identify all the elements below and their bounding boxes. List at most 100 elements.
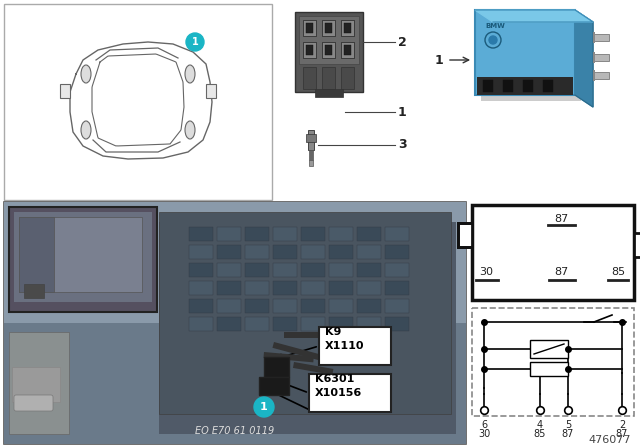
Bar bbox=[385, 263, 409, 277]
Text: X1110: X1110 bbox=[325, 341, 365, 351]
Text: 4: 4 bbox=[537, 420, 543, 430]
Bar bbox=[357, 227, 381, 241]
Bar bbox=[24, 284, 44, 298]
Bar bbox=[322, 42, 335, 58]
Bar bbox=[322, 20, 335, 36]
Bar bbox=[19, 217, 142, 292]
Bar bbox=[159, 212, 451, 414]
Bar bbox=[301, 227, 325, 241]
Text: 2: 2 bbox=[398, 35, 407, 48]
Bar bbox=[483, 80, 493, 92]
Bar bbox=[385, 317, 409, 331]
Text: 1: 1 bbox=[191, 37, 198, 47]
Bar bbox=[4, 202, 466, 444]
Bar bbox=[357, 299, 381, 313]
Bar bbox=[329, 317, 353, 331]
Bar bbox=[4, 323, 466, 444]
Bar bbox=[325, 23, 332, 33]
Bar bbox=[301, 299, 325, 313]
Text: 6: 6 bbox=[481, 420, 487, 430]
Bar bbox=[593, 52, 595, 63]
Bar bbox=[472, 205, 634, 300]
Bar bbox=[303, 20, 316, 36]
Bar bbox=[245, 227, 269, 241]
Bar bbox=[309, 160, 313, 166]
Bar bbox=[217, 281, 241, 295]
Bar bbox=[475, 10, 575, 95]
Bar bbox=[306, 23, 313, 33]
Text: 87: 87 bbox=[616, 429, 628, 439]
Text: 87: 87 bbox=[554, 214, 568, 224]
Circle shape bbox=[489, 36, 497, 44]
Bar bbox=[329, 299, 353, 313]
Text: 476077: 476077 bbox=[589, 435, 631, 445]
Bar bbox=[189, 245, 213, 259]
Bar bbox=[385, 245, 409, 259]
Circle shape bbox=[186, 33, 204, 51]
Bar bbox=[315, 89, 343, 97]
Ellipse shape bbox=[185, 121, 195, 139]
Text: 85: 85 bbox=[534, 429, 546, 439]
Bar bbox=[189, 299, 213, 313]
Bar bbox=[273, 227, 297, 241]
Bar bbox=[344, 23, 351, 33]
Bar bbox=[303, 42, 316, 58]
Bar bbox=[14, 212, 152, 302]
Text: 30: 30 bbox=[478, 429, 490, 439]
Bar bbox=[357, 317, 381, 331]
Bar bbox=[319, 327, 391, 365]
Bar bbox=[329, 281, 353, 295]
Text: 30: 30 bbox=[479, 267, 493, 277]
Bar bbox=[9, 207, 157, 312]
Bar bbox=[309, 374, 391, 412]
Bar bbox=[593, 34, 609, 41]
Bar bbox=[329, 263, 353, 277]
Polygon shape bbox=[575, 10, 593, 107]
Text: 87: 87 bbox=[554, 267, 568, 277]
Bar bbox=[530, 340, 568, 358]
Text: K9: K9 bbox=[325, 327, 341, 337]
Bar bbox=[189, 281, 213, 295]
Bar bbox=[217, 227, 241, 241]
Bar bbox=[634, 233, 640, 257]
Bar bbox=[309, 150, 313, 160]
Bar bbox=[341, 67, 354, 89]
Bar bbox=[217, 317, 241, 331]
Bar bbox=[60, 84, 70, 98]
Bar bbox=[217, 299, 241, 313]
Text: BMW: BMW bbox=[485, 23, 505, 29]
Bar bbox=[206, 84, 216, 98]
Bar bbox=[273, 342, 327, 362]
Bar bbox=[357, 281, 381, 295]
Bar bbox=[344, 45, 351, 55]
Text: 87: 87 bbox=[562, 429, 574, 439]
Bar bbox=[477, 77, 573, 95]
Bar bbox=[481, 16, 581, 101]
Bar bbox=[329, 227, 353, 241]
Bar bbox=[306, 45, 313, 55]
Text: X10156: X10156 bbox=[315, 388, 362, 398]
Bar bbox=[503, 80, 513, 92]
Bar bbox=[245, 263, 269, 277]
Bar bbox=[301, 245, 325, 259]
Bar bbox=[189, 227, 213, 241]
Bar bbox=[458, 223, 472, 247]
FancyBboxPatch shape bbox=[14, 395, 53, 411]
Bar bbox=[357, 245, 381, 259]
Bar bbox=[530, 362, 568, 376]
Circle shape bbox=[254, 397, 274, 417]
Text: 1: 1 bbox=[398, 105, 407, 119]
Bar bbox=[159, 222, 456, 434]
Bar bbox=[341, 42, 354, 58]
Bar bbox=[322, 67, 335, 89]
Ellipse shape bbox=[81, 121, 91, 139]
Bar bbox=[9, 332, 69, 434]
Bar bbox=[245, 281, 269, 295]
Ellipse shape bbox=[81, 65, 91, 83]
Bar bbox=[299, 16, 359, 64]
Bar bbox=[295, 12, 363, 92]
Ellipse shape bbox=[185, 65, 195, 83]
Text: 1: 1 bbox=[435, 53, 443, 66]
Bar bbox=[593, 70, 595, 81]
Bar bbox=[245, 299, 269, 313]
